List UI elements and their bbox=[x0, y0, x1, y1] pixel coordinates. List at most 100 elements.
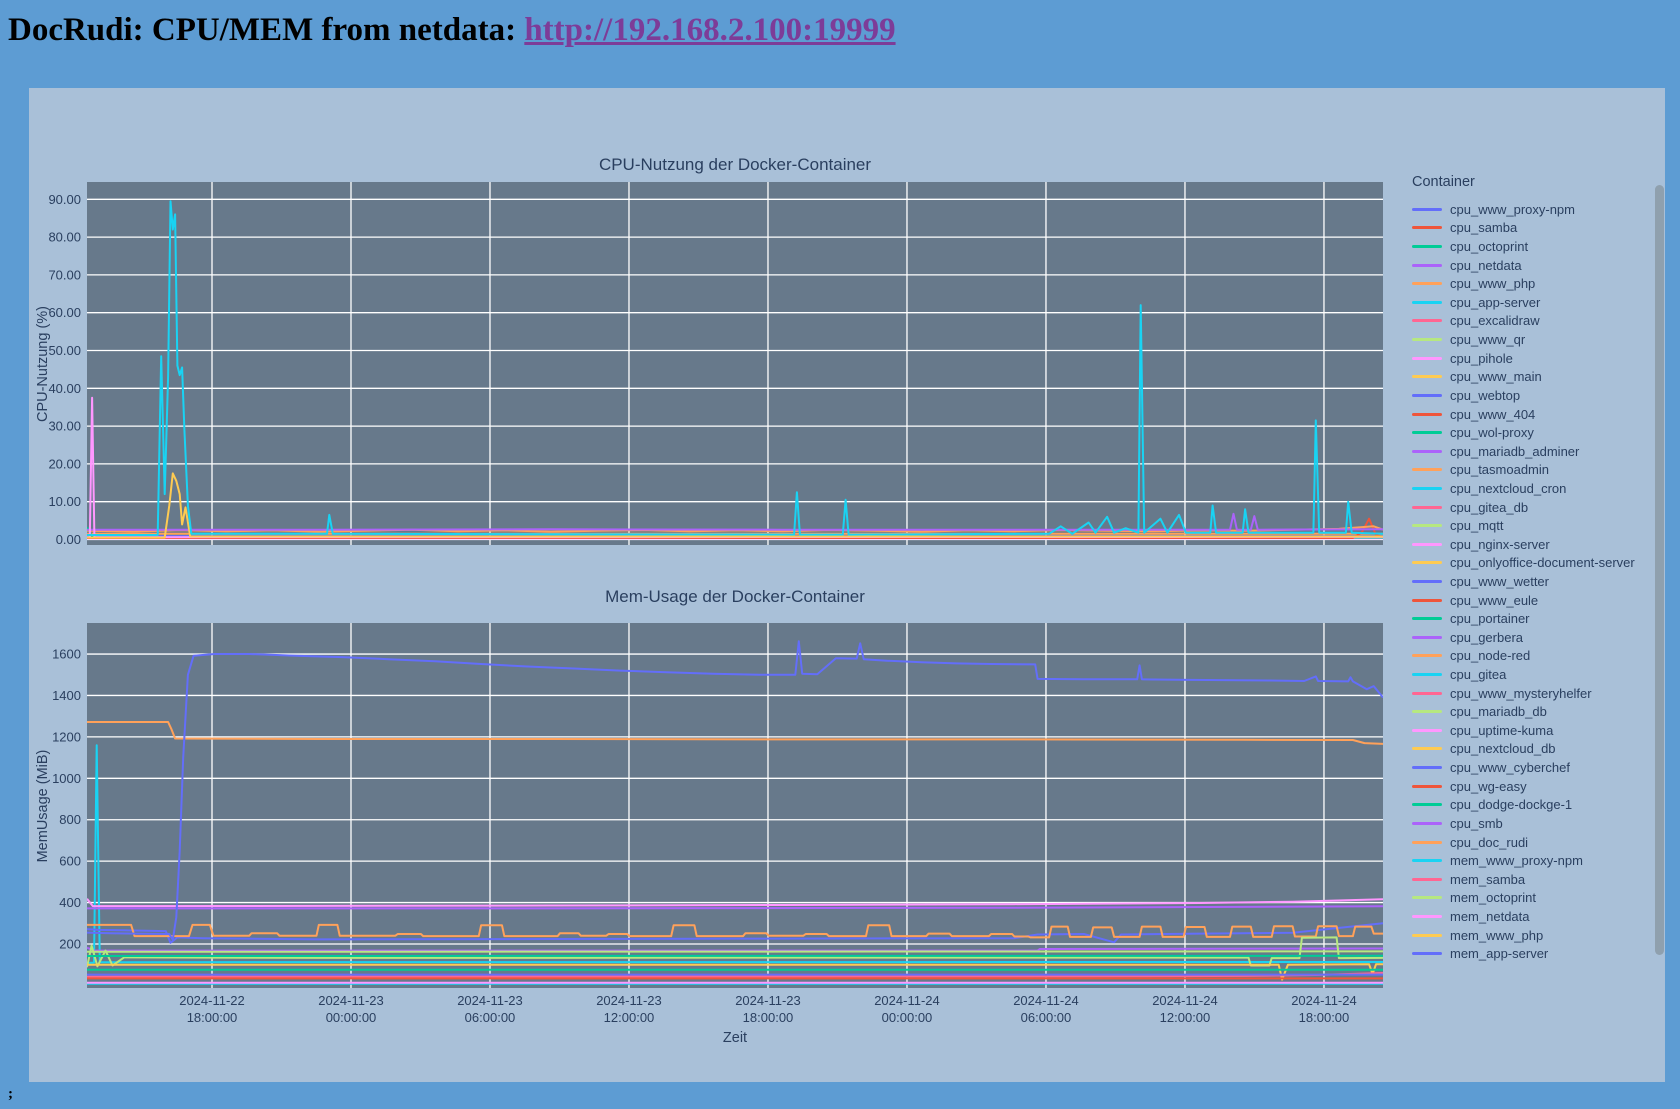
legend-item-label: mem_app-server bbox=[1450, 946, 1549, 962]
legend-swatch-line bbox=[1412, 598, 1442, 602]
mem-plot-area[interactable] bbox=[87, 623, 1383, 988]
legend-item-cpu_www_qr[interactable]: cpu_www_qr bbox=[1412, 330, 1664, 349]
legend-item-cpu_www_404[interactable]: cpu_www_404 bbox=[1412, 405, 1664, 424]
cpu-plot-area[interactable] bbox=[87, 182, 1383, 545]
legend-item-mem_samba[interactable]: mem_samba bbox=[1412, 870, 1664, 889]
page-title: DocRudi: CPU/MEM from netdata: http://19… bbox=[8, 12, 896, 49]
legend-item-label: cpu_www_main bbox=[1450, 369, 1542, 385]
series-mem_netdata bbox=[87, 898, 1383, 908]
legend-item-cpu_onlyoffice-document-server[interactable]: cpu_onlyoffice-document-server bbox=[1412, 554, 1664, 573]
cpu-chart: 0.00 10.00 20.00 30.00 40.00 50.00 60.00 70.00 8… bbox=[48, 182, 1383, 547]
netdata-link[interactable]: http://192.168.2.100:19999 bbox=[524, 12, 896, 48]
legend-item-cpu_gitea_db[interactable]: cpu_gitea_db bbox=[1412, 498, 1664, 517]
legend-scrollbar[interactable] bbox=[1655, 185, 1664, 955]
legend-item-cpu_portainer[interactable]: cpu_portainer bbox=[1412, 609, 1664, 628]
legend-item-label: cpu_octoprint bbox=[1450, 239, 1529, 255]
legend-item-label: cpu_gerbera bbox=[1450, 629, 1523, 645]
legend-item-mem_app-server[interactable]: mem_app-server bbox=[1412, 944, 1664, 963]
legend-item-label: cpu_webtop bbox=[1450, 387, 1521, 403]
legend-item-cpu_www_php[interactable]: cpu_www_php bbox=[1412, 274, 1664, 293]
legend-item-cpu_app-server[interactable]: cpu_app-server bbox=[1412, 293, 1664, 312]
legend-item-cpu_nextcloud_db[interactable]: cpu_nextcloud_db bbox=[1412, 740, 1664, 759]
legend-item-mem_netdata[interactable]: mem_netdata bbox=[1412, 907, 1664, 926]
legend-swatch-line bbox=[1412, 412, 1442, 416]
legend-swatch-line bbox=[1412, 561, 1442, 565]
mem-ytick-label: 400 bbox=[59, 895, 81, 910]
legend-item-label: cpu_wol-proxy bbox=[1450, 425, 1534, 441]
series-mem-unlabeled-5 bbox=[87, 923, 1383, 939]
chart-panel: 0.00 10.00 20.00 30.00 40.00 50.00 60.00 70.00 8… bbox=[29, 88, 1665, 1082]
legend-item-label: cpu_node-red bbox=[1450, 648, 1531, 664]
legend-swatch-line bbox=[1412, 207, 1442, 211]
legend-item-cpu_nginx-server[interactable]: cpu_nginx-server bbox=[1412, 535, 1664, 554]
series-mem-unlabeled-4 bbox=[87, 922, 1383, 944]
legend-swatch-line bbox=[1412, 319, 1442, 323]
legend-item-label: cpu_onlyoffice-document-server bbox=[1450, 555, 1635, 571]
legend-item-cpu_gerbera[interactable]: cpu_gerbera bbox=[1412, 628, 1664, 647]
charts-svg: 0.00 10.00 20.00 30.00 40.00 50.00 60.00 70.00 8… bbox=[48, 182, 1383, 1025]
legend-item-cpu_uptime-kuma[interactable]: cpu_uptime-kuma bbox=[1412, 721, 1664, 740]
legend-item-cpu_octoprint[interactable]: cpu_octoprint bbox=[1412, 237, 1664, 256]
legend-item-cpu_wol-proxy[interactable]: cpu_wol-proxy bbox=[1412, 423, 1664, 442]
series-cpu_samba bbox=[87, 517, 1383, 539]
legend-item-cpu_wg-easy[interactable]: cpu_wg-easy bbox=[1412, 777, 1664, 796]
legend-swatch-line bbox=[1412, 766, 1442, 770]
legend-list: cpu_www_proxy-npm cpu_samba cpu_octoprin… bbox=[1412, 200, 1664, 963]
legend-item-cpu_dodge-dockge-1[interactable]: cpu_dodge-dockge-1 bbox=[1412, 796, 1664, 815]
legend-item-mem_octoprint[interactable]: mem_octoprint bbox=[1412, 889, 1664, 908]
legend-item-cpu_www_mysteryhelfer[interactable]: cpu_www_mysteryhelfer bbox=[1412, 684, 1664, 703]
legend-item-cpu_gitea[interactable]: cpu_gitea bbox=[1412, 665, 1664, 684]
cpu-ytick-label: 10.00 bbox=[48, 494, 81, 509]
legend-item-cpu_www_cyberchef[interactable]: cpu_www_cyberchef bbox=[1412, 758, 1664, 777]
legend-item-cpu_www_main[interactable]: cpu_www_main bbox=[1412, 367, 1664, 386]
xtick-label: 2024-11-24 00:00:00 bbox=[874, 993, 940, 1025]
legend-swatch-line bbox=[1412, 635, 1442, 639]
legend-item-cpu_node-red[interactable]: cpu_node-red bbox=[1412, 647, 1664, 666]
legend-item-cpu_www_proxy-npm[interactable]: cpu_www_proxy-npm bbox=[1412, 200, 1664, 219]
legend-item-label: cpu_dodge-dockge-1 bbox=[1450, 797, 1573, 813]
legend-item-cpu_doc_rudi[interactable]: cpu_doc_rudi bbox=[1412, 833, 1664, 852]
legend-swatch-line bbox=[1412, 840, 1442, 844]
legend-item-label: mem_octoprint bbox=[1450, 890, 1536, 906]
legend-item-cpu_www_eule[interactable]: cpu_www_eule bbox=[1412, 591, 1664, 610]
legend-item-cpu_mariadb_db[interactable]: cpu_mariadb_db bbox=[1412, 702, 1664, 721]
legend-swatch-line bbox=[1412, 579, 1442, 583]
legend-item-cpu_nextcloud_cron[interactable]: cpu_nextcloud_cron bbox=[1412, 479, 1664, 498]
legend-item-mem_www_proxy-npm[interactable]: mem_www_proxy-npm bbox=[1412, 851, 1664, 870]
legend-item-cpu_smb[interactable]: cpu_smb bbox=[1412, 814, 1664, 833]
xtick-label: 2024-11-23 00:00:00 bbox=[318, 993, 384, 1025]
legend-title: Container bbox=[1412, 174, 1475, 190]
legend-swatch-line bbox=[1412, 673, 1442, 677]
legend-swatch-line bbox=[1412, 747, 1442, 751]
series-cpu_netdata bbox=[87, 512, 1383, 531]
legend-item-cpu_tasmoadmin[interactable]: cpu_tasmoadmin bbox=[1412, 461, 1664, 480]
legend-item-label: mem_www_proxy-npm bbox=[1450, 853, 1583, 869]
legend-swatch-line bbox=[1412, 300, 1442, 304]
legend-item-cpu_mariadb_adminer[interactable]: cpu_mariadb_adminer bbox=[1412, 442, 1664, 461]
xtick-label: 2024-11-22 18:00:00 bbox=[179, 993, 245, 1025]
footer-text: ; bbox=[8, 1086, 13, 1102]
legend-item-cpu_pihole[interactable]: cpu_pihole bbox=[1412, 349, 1664, 368]
legend-item-cpu_mqtt[interactable]: cpu_mqtt bbox=[1412, 516, 1664, 535]
legend-item-cpu_www_wetter[interactable]: cpu_www_wetter bbox=[1412, 572, 1664, 591]
series-cpu_www_main bbox=[87, 472, 1383, 539]
cpu-ytick-label: 20.00 bbox=[48, 456, 81, 471]
legend-swatch-line bbox=[1412, 691, 1442, 695]
mem-ytick-label: 1600 bbox=[52, 647, 81, 662]
legend-swatch-line bbox=[1412, 728, 1442, 732]
legend-swatch-line bbox=[1412, 617, 1442, 621]
legend-swatch-line bbox=[1412, 784, 1442, 788]
legend-swatch-line bbox=[1412, 542, 1442, 546]
legend-item-cpu_webtop[interactable]: cpu_webtop bbox=[1412, 386, 1664, 405]
cpu-ytick-label: 60.00 bbox=[48, 305, 81, 320]
legend-item-label: mem_samba bbox=[1450, 871, 1526, 887]
legend-item-label: cpu_wg-easy bbox=[1450, 778, 1527, 794]
legend-item-cpu_samba[interactable]: cpu_samba bbox=[1412, 219, 1664, 238]
legend-swatch-line bbox=[1412, 282, 1442, 286]
legend-item-cpu_netdata[interactable]: cpu_netdata bbox=[1412, 256, 1664, 275]
legend-item-mem_www_php[interactable]: mem_www_php bbox=[1412, 926, 1664, 945]
legend-item-label: cpu_gitea bbox=[1450, 667, 1507, 683]
legend-swatch-line bbox=[1412, 263, 1442, 267]
legend-swatch-line bbox=[1412, 468, 1442, 472]
legend-item-cpu_excalidraw[interactable]: cpu_excalidraw bbox=[1412, 312, 1664, 331]
